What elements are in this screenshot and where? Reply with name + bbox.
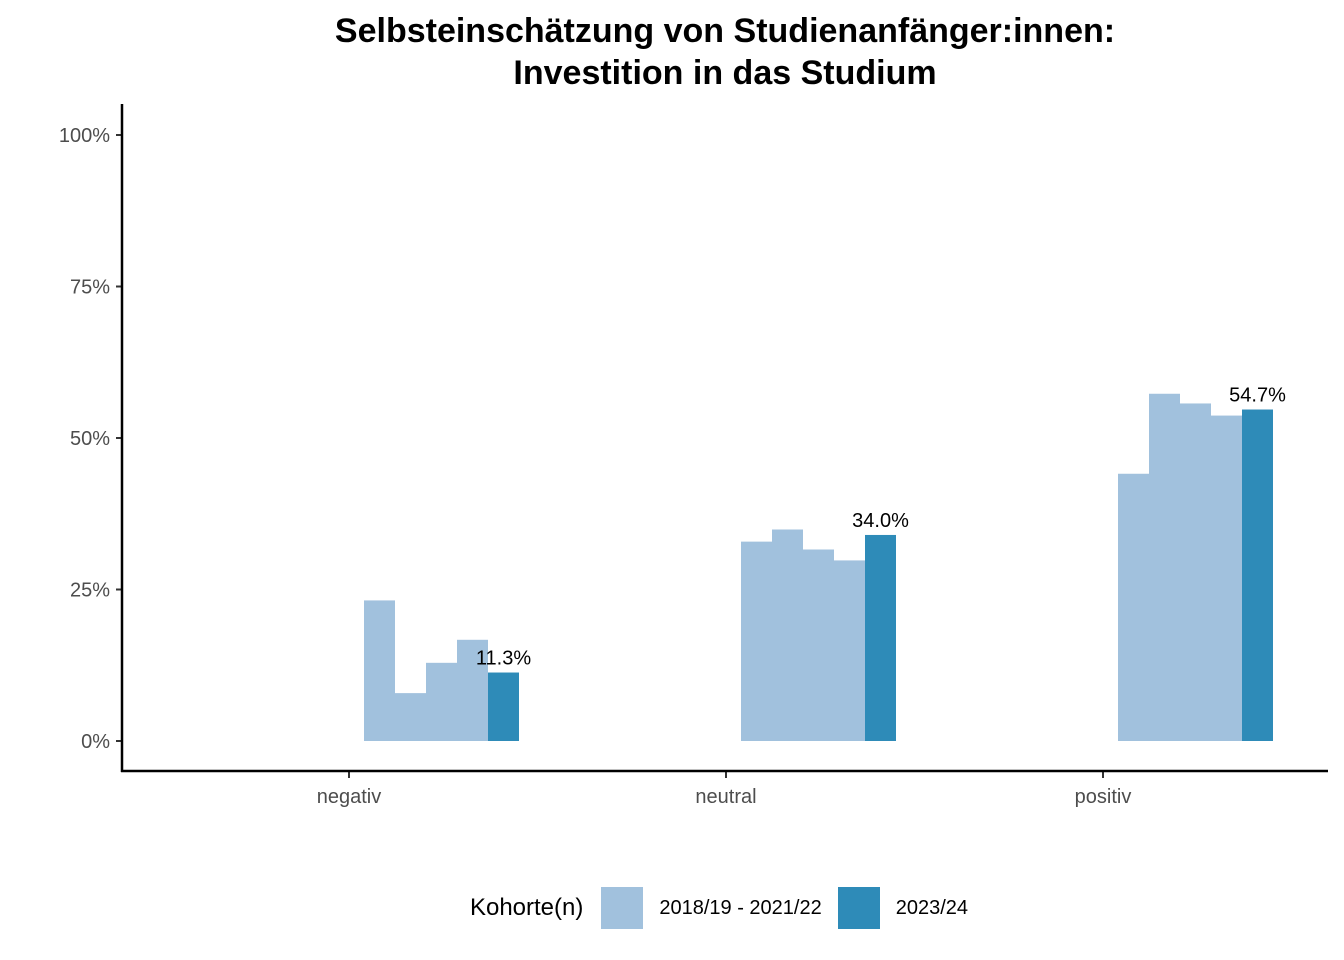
data-label-negativ: 11.3% [476,648,531,670]
y-tick-label: 50% [70,428,110,450]
x-tick-label-positiv: positiv [1075,786,1132,808]
bar-neutral-historic-2 [772,529,803,741]
chart-title: Selbsteinschätzung von Studienanfänger:i… [0,10,1344,94]
data-label-neutral: 34.0% [852,510,909,532]
bar-neutral-historic-1 [741,541,772,741]
y-tick-label: 100% [59,125,110,147]
chart-title-line-1: Selbsteinschätzung von Studienanfänger:i… [334,12,1116,50]
x-tick-label-negativ: negativ [317,786,382,808]
bar-negativ-current [488,672,519,741]
legend-title: Kohorte(n) [469,894,584,921]
bar-positiv-historic-2 [1149,393,1180,741]
legend-swatch-historic [601,887,644,929]
legend-swatch-current [837,887,880,929]
bar-neutral-historic-4 [834,560,865,741]
legend-label-historic: 2018/19 - 2021/22 [659,896,822,919]
y-tick-label: 25% [70,580,110,602]
legend: Kohorte(n) 2018/19 - 2021/22 2023/24 [0,886,1344,930]
x-tick-label-neutral: neutral [695,786,756,808]
bar-neutral-current [865,534,896,741]
bar-negativ-historic-1 [364,600,395,741]
bar-positiv-current [1242,409,1273,741]
bar-positiv-historic-3 [1180,403,1211,741]
bar-negativ-historic-3 [426,662,457,741]
bar-positiv-historic-4 [1211,415,1242,741]
bar-positiv-historic-1 [1118,473,1149,741]
bar-neutral-historic-3 [803,549,834,741]
legend-label-current: 2023/24 [895,896,969,919]
data-label-positiv: 54.7% [1229,385,1286,407]
y-tick-label: 0% [81,731,110,753]
y-tick-label: 75% [70,277,110,299]
bar-negativ-historic-2 [395,693,426,741]
chart-title-line-2: Investition in das Studium [513,54,937,92]
bar-negativ-historic-4 [457,639,488,741]
bar-chart: 0% 25% 50% 75% 100% 11.3% negativ 34.0% neutral 5… [59,104,1328,808]
